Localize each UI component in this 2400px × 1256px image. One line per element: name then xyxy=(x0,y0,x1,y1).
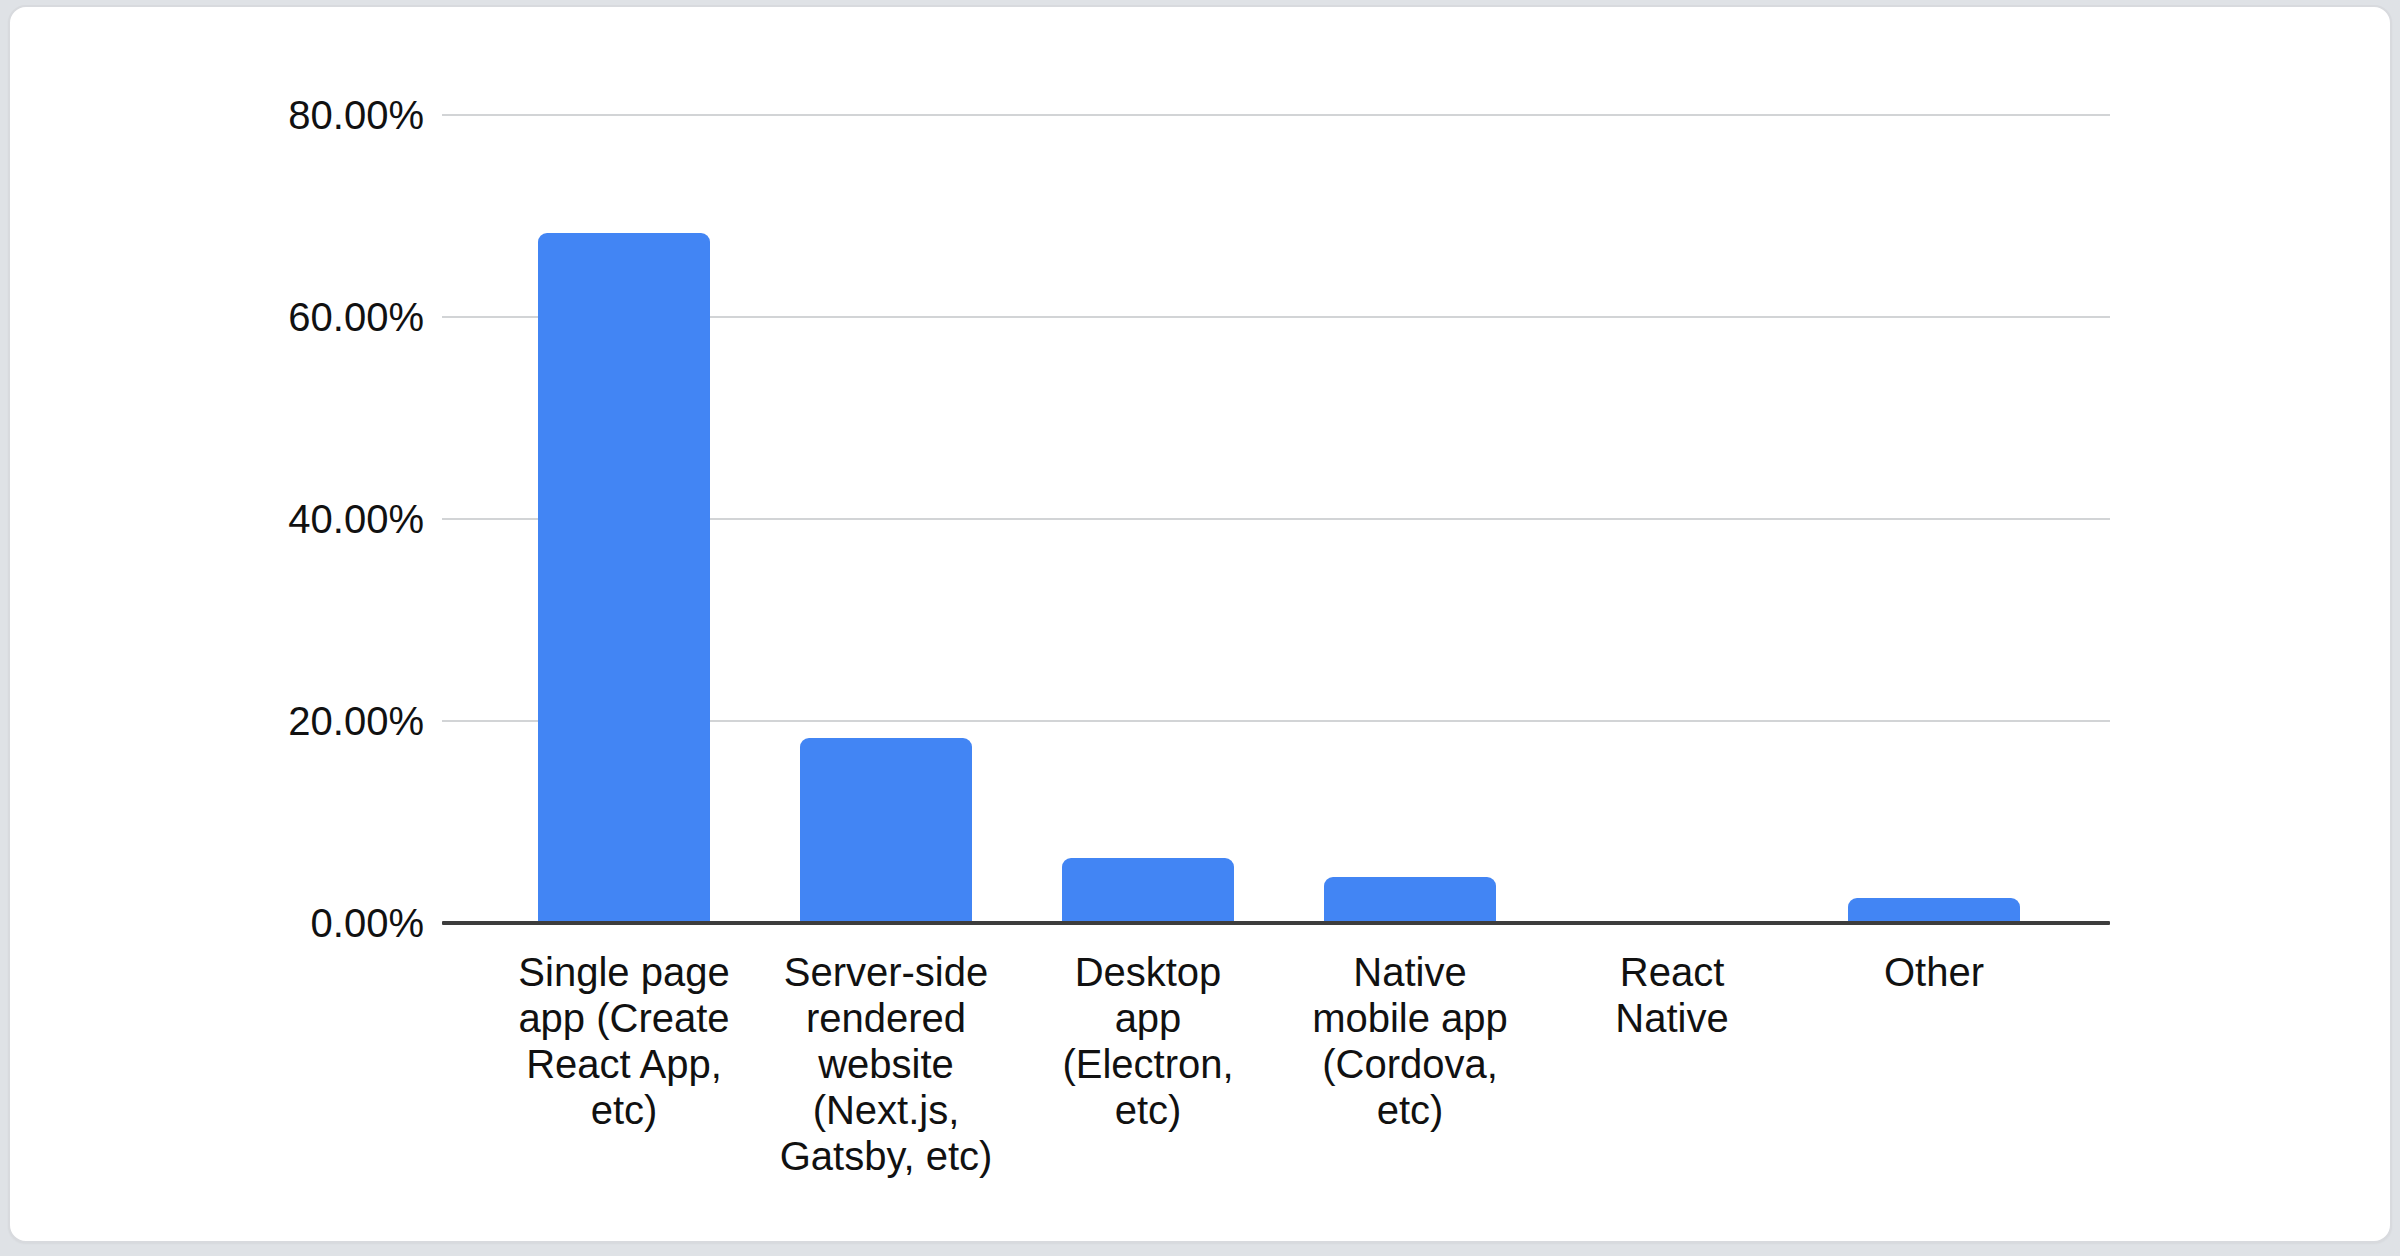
y-axis-tick-label: 0.00% xyxy=(224,900,424,946)
y-axis-tick-label: 20.00% xyxy=(224,698,424,744)
y-axis-tick-label: 40.00% xyxy=(224,496,424,542)
chart-card: 80.00% 60.00% 40.00% 20.00% 0.00% Single page… xyxy=(8,5,2392,1243)
plot-area: 80.00%60.00%40.00%20.00%0.00%Single page… xyxy=(442,115,2110,923)
bar-4 xyxy=(1324,877,1496,923)
bar-2 xyxy=(800,738,972,923)
bar-6 xyxy=(1848,898,2020,923)
bar-1 xyxy=(538,233,710,923)
x-axis-category-label: React Native xyxy=(1539,949,1805,1041)
x-axis-category-label: Native mobile app (Cordova, etc) xyxy=(1277,949,1543,1133)
y-axis-tick-label: 60.00% xyxy=(224,294,424,340)
bar-3 xyxy=(1062,858,1234,923)
x-axis-line xyxy=(442,921,2110,925)
x-axis-category-label: Single page app (Create React App, etc) xyxy=(491,949,757,1133)
x-axis-category-label: Server-side rendered website (Next.js, G… xyxy=(753,949,1019,1179)
x-axis-category-label: Other xyxy=(1801,949,2067,995)
gridline xyxy=(442,114,2110,116)
x-axis-category-label: Desktop app (Electron, etc) xyxy=(1015,949,1281,1133)
y-axis-tick-label: 80.00% xyxy=(224,92,424,138)
